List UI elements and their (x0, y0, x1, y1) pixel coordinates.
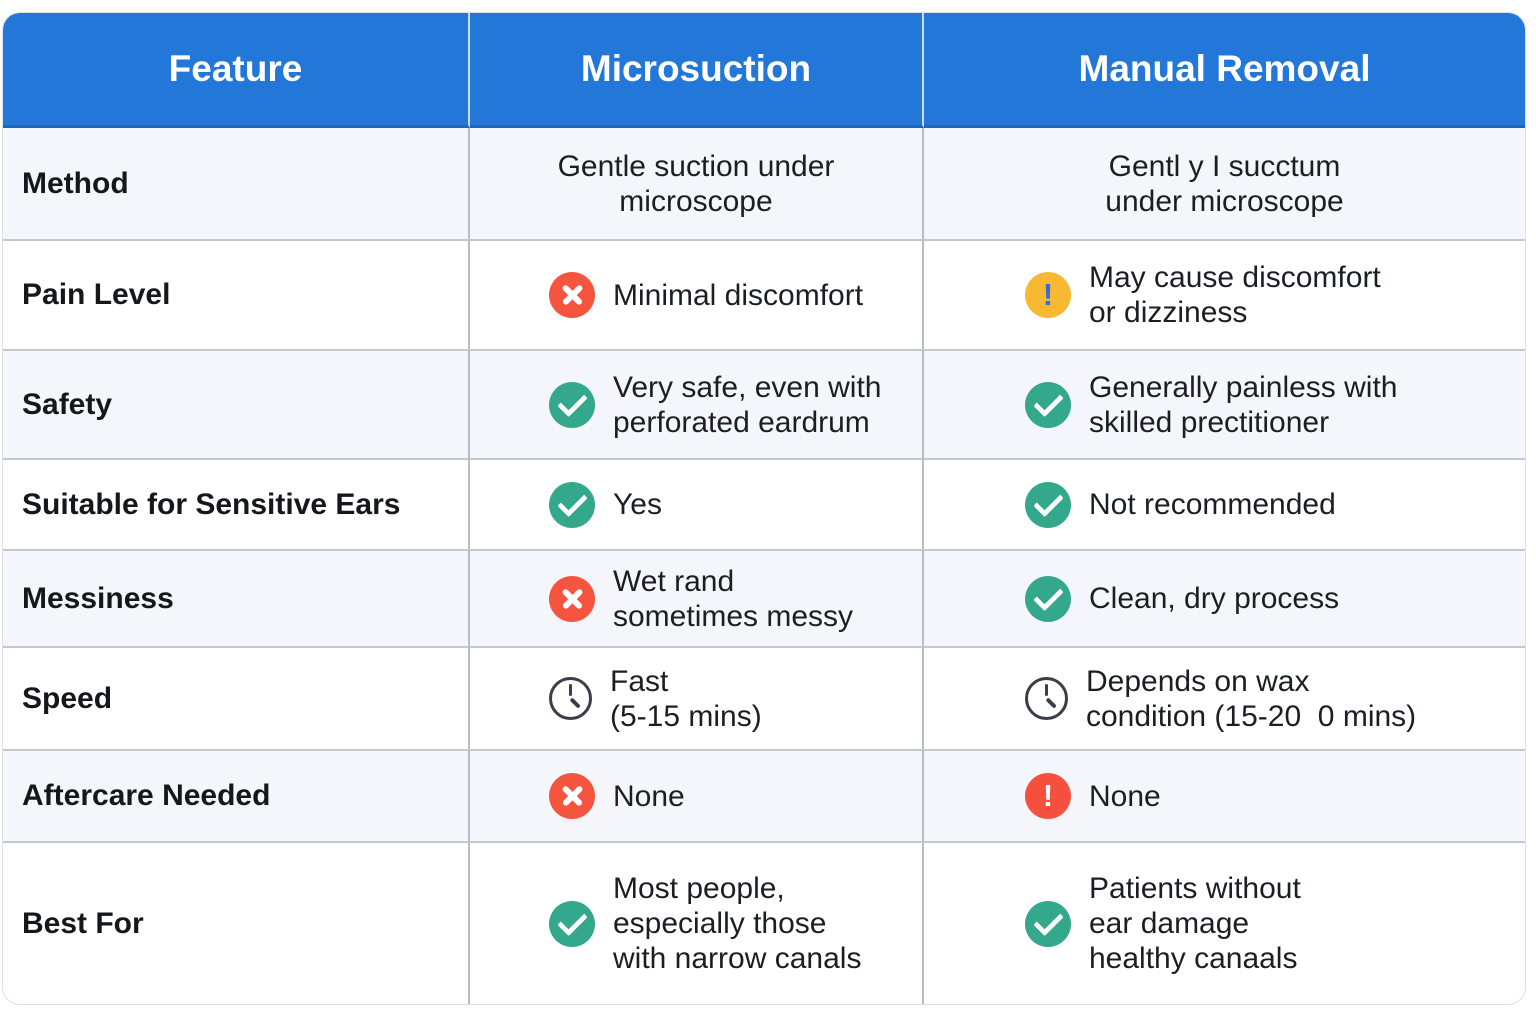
cross-icon (549, 272, 595, 318)
cell-text: Generally painless with skilled prectiti… (1089, 370, 1398, 439)
warning-icon (1025, 272, 1071, 318)
cell-pain-manual: May cause discomfort or dizziness (924, 239, 1525, 349)
cell-text: Most people, especially those with narro… (613, 872, 862, 975)
cell-text: Wet rand sometimes messy (613, 564, 854, 633)
cell-text: Depends on wax condition (15-20 0 mins) (1086, 664, 1417, 733)
cell-sensitive-microsuction: Yes (470, 458, 924, 549)
column-header-feature: Feature (3, 13, 470, 128)
comparison-table: Feature Microsuction Manual Removal Meth… (2, 12, 1526, 1005)
check-icon (549, 900, 595, 947)
feature-label-sensitive-ears: Suitable for Sensitive Ears (3, 458, 470, 549)
feature-label-aftercare: Aftercare Needed (3, 749, 470, 841)
cell-text: Not recommended (1089, 488, 1336, 521)
cell-pain-microsuction: Minimal discomfort (470, 239, 924, 349)
cell-method-microsuction: Gentle suction under microscope (470, 128, 924, 239)
feature-label-method: Method (3, 128, 470, 239)
feature-label-speed: Speed (3, 646, 470, 749)
cell-safety-manual: Generally painless with skilled prectiti… (924, 349, 1525, 458)
check-icon (1025, 481, 1071, 528)
check-icon (1025, 381, 1071, 428)
cell-text: None (613, 779, 685, 813)
cell-bestfor-microsuction: Most people, especially those with narro… (470, 841, 924, 1004)
cell-text: Yes (613, 488, 662, 521)
cell-text: May cause discomfort or dizziness (1089, 261, 1381, 329)
cell-messiness-manual: Clean, dry process (924, 549, 1525, 646)
clock-icon (1025, 677, 1068, 720)
cell-bestfor-manual: Patients without ear damage healthy cana… (924, 841, 1525, 1004)
cell-text: Clean, dry process (1089, 582, 1340, 615)
cell-safety-microsuction: Very safe, even with perforated eardrum (470, 349, 924, 458)
cell-aftercare-manual: None (924, 749, 1525, 841)
cross-icon (549, 575, 595, 622)
check-icon (549, 381, 595, 428)
cell-aftercare-microsuction: None (470, 749, 924, 841)
alert-icon (1025, 773, 1071, 819)
cell-method-manual: Gentl y I succtum under microscope (924, 128, 1525, 239)
cell-text: None (1089, 779, 1161, 813)
clock-icon (549, 677, 592, 720)
cell-sensitive-manual: Not recommended (924, 458, 1525, 549)
cross-icon (549, 773, 595, 819)
cell-speed-manual: Depends on wax condition (15-20 0 mins) (924, 646, 1525, 749)
feature-label-messiness: Messiness (3, 549, 470, 646)
cell-text: Very safe, even with perforated eardrum (613, 370, 882, 439)
check-icon (1025, 900, 1071, 947)
feature-label-safety: Safety (3, 349, 470, 458)
cell-text: Patients without ear damage healthy cana… (1089, 872, 1301, 975)
cell-speed-microsuction: Fast (5-15 mins) (470, 646, 924, 749)
cell-text: Minimal discomfort (613, 278, 864, 312)
column-header-microsuction: Microsuction (470, 13, 924, 128)
feature-label-pain-level: Pain Level (3, 239, 470, 349)
cell-messiness-microsuction: Wet rand sometimes messy (470, 549, 924, 646)
column-header-manual-removal: Manual Removal (924, 13, 1525, 128)
cell-text: Fast (5-15 mins) (610, 664, 762, 733)
cell-text: Gentl y I succtum under microscope (1105, 149, 1344, 218)
feature-label-best-for: Best For (3, 841, 470, 1004)
check-icon (1025, 575, 1071, 622)
check-icon (549, 481, 595, 528)
cell-text: Gentle suction under microscope (557, 149, 835, 218)
